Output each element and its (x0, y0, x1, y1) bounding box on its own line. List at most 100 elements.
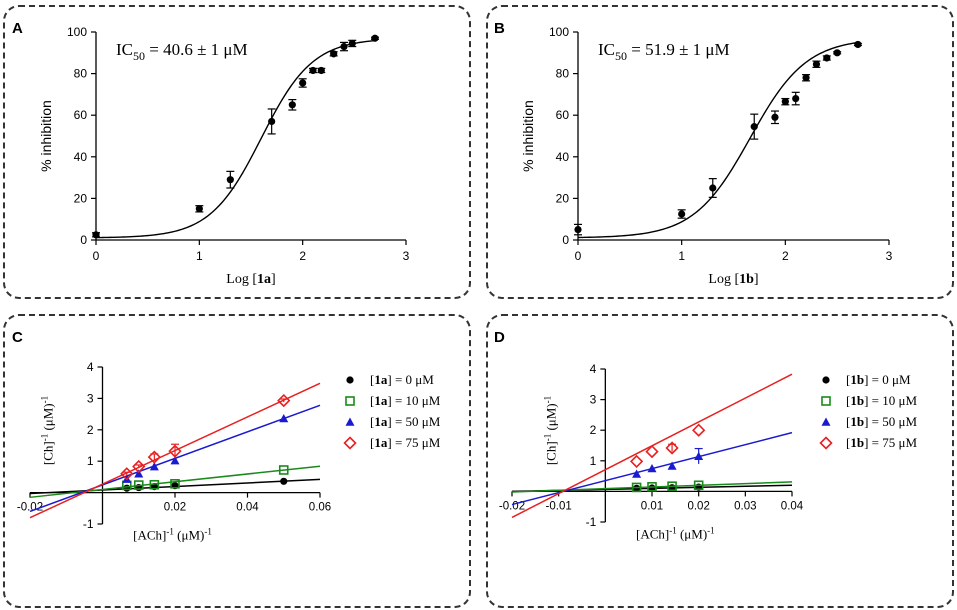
legend-concentration: = 75 μM (872, 435, 918, 450)
legend-entry: [1a] = 0 μM (346, 372, 434, 387)
legend-bracket-close: ] (387, 414, 395, 429)
y-tick-label: 3 (590, 393, 597, 407)
x-tick-label: -0.01 (546, 500, 572, 512)
legend-marker-square (821, 396, 831, 406)
data-point (771, 113, 779, 121)
y-axis-label-sup: -1 (40, 434, 50, 442)
data-point (812, 60, 821, 68)
y-tick-label: 20 (556, 191, 570, 205)
y-tick-label: 4 (590, 362, 597, 376)
data-point (692, 423, 706, 437)
x-tick-label: -0.02 (17, 502, 43, 514)
y-axis-label-main: [Ch] (543, 441, 558, 465)
x-tick-label: 0.04 (781, 500, 804, 512)
data-point (709, 184, 717, 192)
series-diamond (511, 373, 793, 519)
x-tick-label: 2 (299, 249, 306, 263)
legend-compound: 1a (374, 435, 388, 450)
legend-compound: 1a (374, 393, 388, 408)
ic50-value: = 40.6 ± 1 μM (145, 40, 248, 59)
regression-line (511, 481, 793, 493)
x-axis-label-main: [ACh] (636, 526, 669, 541)
x-axis-label-prefix: Log [ (708, 272, 739, 287)
panel-c-frame (3, 314, 471, 608)
legend-concentration: = 0 μM (395, 372, 434, 387)
data-point (195, 205, 203, 213)
x-tick-label: 3 (886, 249, 893, 263)
y-tick-label: 2 (87, 423, 94, 437)
legend-bracket-close: ] (387, 393, 395, 408)
data-point (854, 40, 862, 49)
legend-entry: [1b] = 50 μM (821, 414, 917, 429)
x-axis-label: [ACh]-1 (μM)-1 (636, 525, 715, 541)
data-point (170, 456, 180, 465)
panel-c-letter: C (12, 329, 23, 346)
legend-bracket-close: ] (864, 435, 872, 450)
data-point (317, 66, 325, 75)
x-axis-label-unit-sup: -1 (707, 525, 715, 535)
y-tick-label: 0 (80, 233, 87, 247)
x-tick-label: 2 (782, 249, 789, 263)
y-axis-label: % inhibition (38, 100, 54, 172)
x-axis-label: [ACh]-1 (μM)-1 (133, 527, 212, 543)
legend-compound: 1b (850, 435, 864, 450)
legend-label: [1a] = 10 μM (370, 393, 441, 408)
data-point (678, 210, 686, 218)
data-point (149, 479, 160, 490)
x-axis-label-sup: -1 (669, 525, 677, 535)
y-tick-label: 1 (87, 454, 94, 468)
x-axis-label-sup: -1 (166, 527, 174, 537)
data-point (92, 231, 100, 239)
panel-a-frame (3, 5, 471, 299)
legend-concentration: = 75 μM (395, 435, 441, 450)
legend-marker-triangle (821, 417, 831, 426)
legend-entry: [1b] = 10 μM (821, 393, 917, 408)
y-axis-label-unit: (μM) (41, 403, 56, 433)
data-point (277, 393, 291, 408)
y-tick-label: 80 (556, 67, 570, 81)
data-point (168, 444, 182, 458)
fit-curve (577, 41, 859, 239)
y-tick-label: 60 (556, 108, 570, 122)
data-point (574, 226, 582, 234)
y-axis-label-main: [Ch] (41, 441, 56, 465)
fit-curve (95, 39, 376, 239)
ic50-base: IC (598, 40, 615, 59)
y-tick-label: -1 (586, 515, 597, 529)
x-tick-label: 0 (575, 249, 582, 263)
data-point (149, 462, 159, 471)
x-axis-label-suffix: ] (271, 272, 276, 287)
legend-marker-triangle (345, 417, 355, 426)
y-tick-label: 60 (74, 108, 88, 122)
regression-line (29, 465, 321, 499)
data-point (750, 123, 758, 131)
legend-bracket-close: ] (864, 414, 872, 429)
y-tick-label: 4 (87, 360, 94, 374)
ic50-subscript: 50 (133, 49, 145, 63)
data-point (340, 42, 348, 51)
ic50-annotation: IC50 = 51.9 ± 1 μM (598, 40, 730, 63)
x-axis-label-unit: (μM) (677, 526, 707, 541)
panel-a-letter: A (12, 20, 23, 37)
data-point (633, 484, 641, 492)
x-tick-label: 0.03 (734, 500, 756, 512)
y-tick-label: 80 (74, 67, 88, 81)
data-point (226, 176, 234, 184)
legend-compound: 1a (374, 372, 388, 387)
y-tick-label: 40 (74, 150, 88, 164)
data-point (299, 79, 307, 87)
x-axis-label: Log [1b] (708, 272, 758, 287)
legend-marker-circle (822, 376, 830, 384)
data-point (268, 117, 276, 126)
data-point (632, 469, 642, 478)
ic50-base: IC (116, 40, 133, 59)
data-point (693, 480, 704, 491)
data-point (631, 482, 642, 493)
data-point (120, 467, 134, 481)
legend-entry: [1a] = 10 μM (345, 393, 441, 408)
legend-bracket-open: [ (370, 435, 374, 450)
legend-marker-diamond (343, 436, 357, 450)
data-point (309, 66, 317, 75)
data-point (802, 74, 810, 82)
legend-label: [1a] = 0 μM (370, 372, 434, 387)
